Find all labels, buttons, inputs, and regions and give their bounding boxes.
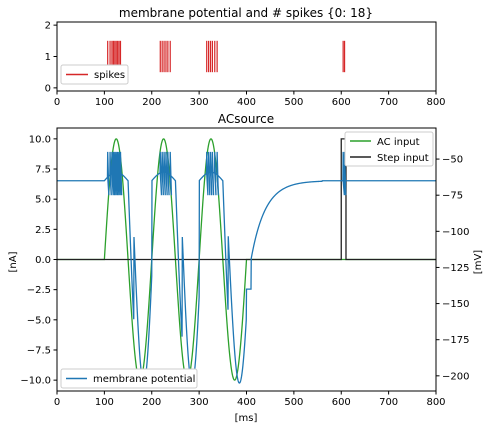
y-tick-label-left: 5.0: [35, 195, 51, 206]
top-legend-label-spikes: spikes: [94, 70, 125, 81]
top-x-axis: 0 100 200 300 400 500 600 700 800: [54, 91, 446, 108]
legend-inputs: AC input Step input: [345, 132, 433, 166]
top-x-tick-label: 400: [237, 97, 256, 108]
legend-membrane: membrane potential: [61, 369, 197, 388]
x-tick-label: 400: [237, 397, 256, 408]
top-y-axis: 0 1 2: [45, 21, 57, 95]
y-tick-label-left: 0.0: [35, 255, 51, 266]
top-x-tick-label: 0: [54, 97, 60, 108]
y-tick-label-left: −7.5: [27, 345, 51, 356]
legend-label-step-input: Step input: [377, 153, 429, 164]
x-tick-label: 200: [142, 397, 161, 408]
y-tick-label-right: −100: [442, 227, 469, 238]
y-tick-label-right: −75: [442, 191, 463, 202]
top-x-tick-label: 300: [190, 97, 209, 108]
y-tick-label-right: −150: [442, 299, 469, 310]
y-tick-label-left: 7.5: [35, 165, 51, 176]
x-tick-label: 600: [332, 397, 351, 408]
bottom-chart-title: ACsource: [218, 112, 274, 126]
top-legend: spikes: [61, 65, 128, 84]
y-axis-label-right: [mV]: [473, 250, 484, 274]
y-tick-label-left: 2.5: [35, 225, 51, 236]
top-plot-area: [108, 41, 345, 72]
top-y-tick-label: 2: [45, 21, 51, 32]
top-y-tick-label: 1: [45, 52, 51, 63]
y-tick-label-left: −2.5: [27, 285, 51, 296]
y-tick-label-right: −50: [442, 155, 463, 166]
legend-label-ac-input: AC input: [377, 137, 420, 148]
top-x-tick-label: 700: [379, 97, 398, 108]
y-tick-label-right: −175: [442, 335, 469, 346]
x-tick-label: 500: [284, 397, 303, 408]
top-x-tick-label: 800: [426, 97, 445, 108]
top-x-tick-label: 200: [142, 97, 161, 108]
bottom-y-axis-left: 10.0 7.5 5.0 2.5 0.0 −2.5 −5.0 −7.5 −10.0: [20, 134, 57, 386]
x-tick-label: 300: [190, 397, 209, 408]
y-tick-label-right: −200: [442, 371, 469, 382]
x-tick-label: 800: [426, 397, 445, 408]
legend-label-membrane-potential: membrane potential: [93, 374, 195, 385]
y-tick-label-left: −10.0: [20, 376, 51, 387]
top-x-tick-label: 100: [95, 97, 114, 108]
bottom-y-axis-right: −50 −75 −100 −125 −150 −175 −200: [436, 155, 469, 383]
y-tick-label-left: 10.0: [29, 134, 51, 145]
x-tick-label: 700: [379, 397, 398, 408]
top-chart-title: membrane potential and # spikes {0: 18}: [119, 6, 373, 20]
x-axis-label: [ms]: [235, 413, 258, 424]
bottom-x-axis: 0 100 200 300 400 500 600 700 800: [54, 391, 446, 408]
bottom-chart: ACsource 0 100 200 300 400 500 600 700 800 10.0 7…: [8, 112, 484, 424]
top-chart: membrane potential and # spikes {0: 18} …: [45, 6, 446, 108]
top-x-tick-label: 600: [332, 97, 351, 108]
y-tick-label-left: −5.0: [27, 315, 51, 326]
y-axis-label-left: [nA]: [8, 251, 19, 272]
bottom-plot-area: [57, 139, 436, 383]
top-y-tick-label: 0: [45, 83, 51, 94]
top-x-tick-label: 500: [284, 97, 303, 108]
x-tick-label: 0: [54, 397, 60, 408]
y-tick-label-right: −125: [442, 263, 469, 274]
x-tick-label: 100: [95, 397, 114, 408]
